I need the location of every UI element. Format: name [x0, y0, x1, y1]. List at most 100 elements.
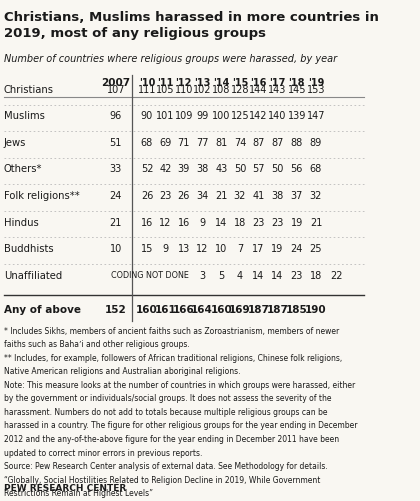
Text: '19: '19	[308, 78, 324, 88]
Text: 9: 9	[162, 244, 168, 254]
Text: 110: 110	[174, 85, 193, 95]
Text: 152: 152	[105, 305, 126, 315]
Text: 187: 187	[266, 305, 288, 315]
Text: 24: 24	[291, 244, 303, 254]
Text: 50: 50	[234, 164, 246, 174]
Text: 21: 21	[215, 191, 228, 201]
Text: 23: 23	[271, 217, 284, 227]
Text: 125: 125	[231, 111, 249, 121]
Text: 147: 147	[307, 111, 325, 121]
Text: 166: 166	[173, 305, 194, 315]
Text: 14: 14	[252, 271, 264, 281]
Text: 190: 190	[305, 305, 327, 315]
Text: 32: 32	[310, 191, 322, 201]
Text: 100: 100	[213, 111, 231, 121]
Text: 43: 43	[215, 164, 228, 174]
Text: 87: 87	[252, 138, 265, 148]
Text: 88: 88	[291, 138, 303, 148]
Text: 14: 14	[215, 217, 228, 227]
Text: Folk religions**: Folk religions**	[4, 191, 79, 201]
Text: Any of above: Any of above	[4, 305, 81, 315]
Text: 23: 23	[159, 191, 171, 201]
Text: 18: 18	[234, 217, 246, 227]
Text: ** Includes, for example, followers of African traditional religions, Chinese fo: ** Includes, for example, followers of A…	[4, 354, 342, 363]
Text: 185: 185	[286, 305, 308, 315]
Text: '10: '10	[139, 78, 155, 88]
Text: 18: 18	[310, 271, 322, 281]
Text: Source: Pew Research Center analysis of external data. See Methodology for detai: Source: Pew Research Center analysis of …	[4, 462, 328, 471]
Text: PEW RESEARCH CENTER: PEW RESEARCH CENTER	[4, 484, 126, 493]
Text: 17: 17	[252, 244, 265, 254]
Text: 160: 160	[211, 305, 232, 315]
Text: '17: '17	[269, 78, 286, 88]
Text: 99: 99	[196, 111, 208, 121]
Text: 52: 52	[141, 164, 153, 174]
Text: '15: '15	[232, 78, 248, 88]
Text: 16: 16	[141, 217, 153, 227]
Text: 71: 71	[178, 138, 190, 148]
Text: 164: 164	[191, 305, 213, 315]
Text: 107: 107	[107, 85, 125, 95]
Text: CODING NOT DONE: CODING NOT DONE	[111, 271, 189, 280]
Text: 10: 10	[110, 244, 122, 254]
Text: 69: 69	[159, 138, 171, 148]
Text: Christians, Muslims harassed in more countries in
2019, most of any religious gr: Christians, Muslims harassed in more cou…	[4, 11, 378, 40]
Text: 42: 42	[159, 164, 171, 174]
Text: 102: 102	[193, 85, 211, 95]
Text: 19: 19	[271, 244, 284, 254]
Text: 187: 187	[247, 305, 269, 315]
Text: 144: 144	[249, 85, 268, 95]
Text: Others*: Others*	[4, 164, 42, 174]
Text: 39: 39	[178, 164, 190, 174]
Text: harassed in a country. The figure for other religious groups for the year ending: harassed in a country. The figure for ot…	[4, 421, 357, 430]
Text: 33: 33	[110, 164, 122, 174]
Text: Buddhists: Buddhists	[4, 244, 53, 254]
Text: 81: 81	[215, 138, 228, 148]
Text: Number of countries where religious groups were harassed, by year: Number of countries where religious grou…	[4, 54, 337, 64]
Text: 41: 41	[252, 191, 264, 201]
Text: 74: 74	[234, 138, 246, 148]
Text: 7: 7	[237, 244, 243, 254]
Text: '16: '16	[250, 78, 266, 88]
Text: 25: 25	[310, 244, 322, 254]
Text: 89: 89	[310, 138, 322, 148]
Text: 21: 21	[110, 217, 122, 227]
Text: updated to correct minor errors in previous reports.: updated to correct minor errors in previ…	[4, 448, 202, 457]
Text: 32: 32	[234, 191, 246, 201]
Text: 3: 3	[199, 271, 205, 281]
Text: 111: 111	[138, 85, 156, 95]
Text: 23: 23	[291, 271, 303, 281]
Text: 24: 24	[110, 191, 122, 201]
Text: * Includes Sikhs, members of ancient faiths such as Zoroastrianism, members of n: * Includes Sikhs, members of ancient fai…	[4, 327, 339, 336]
Text: 51: 51	[110, 138, 122, 148]
Text: Hindus: Hindus	[4, 217, 38, 227]
Text: 2007: 2007	[101, 78, 130, 88]
Text: Christians: Christians	[4, 85, 54, 95]
Text: 77: 77	[196, 138, 208, 148]
Text: 153: 153	[307, 85, 325, 95]
Text: 9: 9	[199, 217, 205, 227]
Text: 68: 68	[310, 164, 322, 174]
Text: Native American religions and Australian aboriginal religions.: Native American religions and Australian…	[4, 367, 240, 376]
Text: Unaffiliated: Unaffiliated	[4, 271, 62, 281]
Text: 19: 19	[291, 217, 303, 227]
Text: 14: 14	[271, 271, 284, 281]
Text: “Globally, Social Hostilities Related to Religion Decline in 2019, While Governm: “Globally, Social Hostilities Related to…	[4, 475, 320, 484]
Text: 13: 13	[178, 244, 190, 254]
Text: 12: 12	[159, 217, 171, 227]
Text: 2012 and the any-of-the-above figure for the year ending in December 2011 have b: 2012 and the any-of-the-above figure for…	[4, 435, 339, 444]
Text: '18: '18	[289, 78, 305, 88]
Text: 23: 23	[252, 217, 265, 227]
Text: Restrictions Remain at Highest Levels”: Restrictions Remain at Highest Levels”	[4, 489, 153, 498]
Text: 22: 22	[330, 271, 342, 281]
Text: 140: 140	[268, 111, 286, 121]
Text: 34: 34	[196, 191, 208, 201]
Text: 87: 87	[271, 138, 284, 148]
Text: by the government or individuals/social groups. It does not assess the severity : by the government or individuals/social …	[4, 394, 331, 403]
Text: 139: 139	[288, 111, 306, 121]
Text: '11: '11	[157, 78, 173, 88]
Text: Muslims: Muslims	[4, 111, 45, 121]
Text: 101: 101	[156, 111, 174, 121]
Text: 26: 26	[141, 191, 153, 201]
Text: 10: 10	[215, 244, 228, 254]
